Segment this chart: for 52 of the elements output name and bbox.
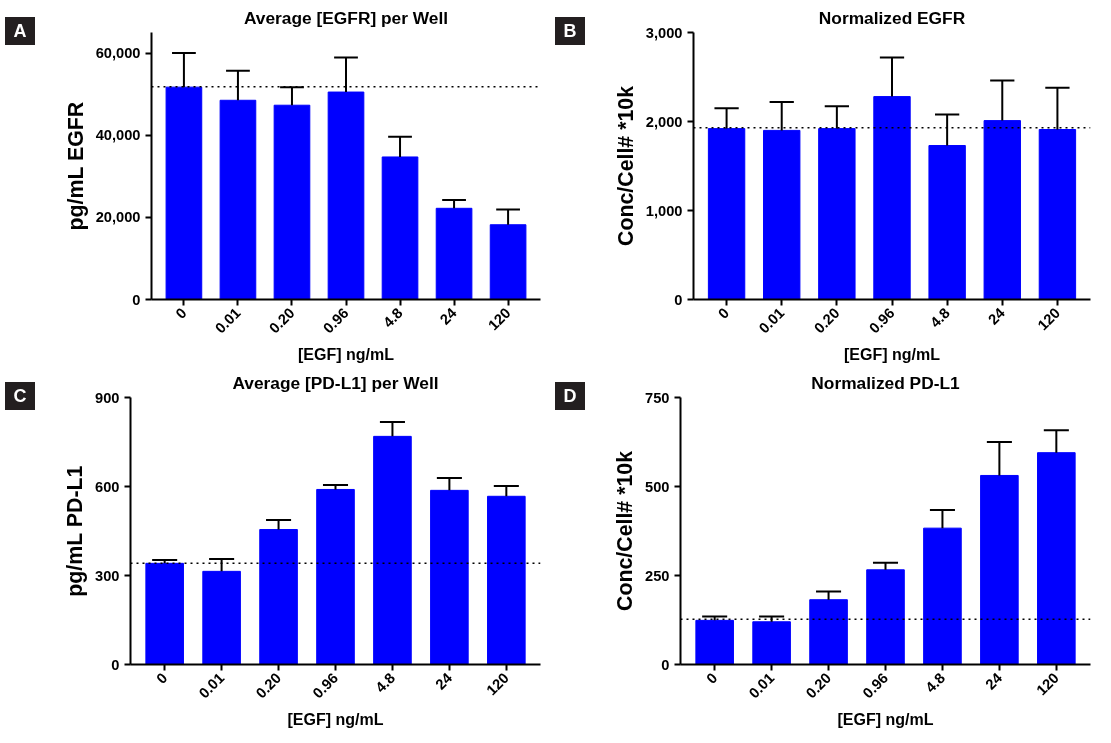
x-tick-label: 24 <box>436 304 461 328</box>
chart-title: Normalized PD-L1 <box>811 372 960 393</box>
x-tick-label: 24 <box>432 669 456 693</box>
y-tick-label: 3,000 <box>645 24 683 41</box>
x-tick-label: 0 <box>172 304 190 322</box>
x-axis-title: [EGF] ng/mL <box>298 345 395 363</box>
x-tick-label: 120 <box>483 669 512 699</box>
x-tick-label: 120 <box>1034 304 1064 334</box>
x-tick-label: 0 <box>715 304 733 322</box>
text: D <box>555 382 585 410</box>
x-tick-label: 120 <box>485 304 514 334</box>
chart-title: Average [PD-L1] per Well <box>232 372 439 393</box>
chart-title: Normalized EGFR <box>818 7 966 28</box>
y-tick-label: 600 <box>95 478 120 495</box>
y-tick-label: 900 <box>95 389 120 406</box>
text: C <box>5 382 35 410</box>
y-tick-label: 2,000 <box>645 113 683 130</box>
y-axis-title: Conc/Cell# *10k <box>613 450 638 612</box>
y-tick-label: 500 <box>645 478 670 495</box>
y-tick-label: 0 <box>661 656 670 673</box>
text: A <box>5 17 35 45</box>
y-tick-label: 20,000 <box>95 209 141 226</box>
x-axis-title: [EGF] ng/mL <box>844 345 941 363</box>
x-tick-label: 0.01 <box>755 304 788 337</box>
x-tick-label: 0.01 <box>195 669 228 702</box>
x-tick-label: 0.01 <box>212 304 244 337</box>
x-tick-label: 0 <box>703 669 721 687</box>
y-tick-label: 750 <box>645 389 670 406</box>
y-tick-label: 300 <box>95 567 120 584</box>
y-tick-label: 0 <box>674 291 683 308</box>
y-tick-label: 40,000 <box>95 127 141 144</box>
text: B <box>555 17 585 45</box>
x-tick-label: 4.8 <box>379 304 406 331</box>
y-tick-label: 60,000 <box>95 45 141 62</box>
y-tick-label: 250 <box>645 567 670 584</box>
x-tick-label: 24 <box>985 304 1009 328</box>
x-axis-title: [EGF] ng/mL <box>287 710 384 728</box>
x-tick-label: 4.8 <box>922 669 949 696</box>
x-axis-title: [EGF] ng/mL <box>837 710 934 728</box>
x-tick-label: 0.01 <box>745 669 778 702</box>
y-axis-title: pg/mL PD-L1 <box>63 465 88 597</box>
x-tick-label: 0 <box>153 669 171 687</box>
chart-title: Average [EGFR] per Well <box>243 7 449 28</box>
x-tick-label: 4.8 <box>927 304 953 331</box>
y-tick-label: 0 <box>111 656 120 673</box>
x-tick-label: 4.8 <box>372 669 399 696</box>
y-axis-title: Conc/Cell# *10k <box>613 85 638 247</box>
y-tick-label: 0 <box>132 291 141 308</box>
x-tick-label: 24 <box>982 669 1006 693</box>
y-tick-label: 1,000 <box>645 202 683 219</box>
x-tick-label: 120 <box>1033 669 1062 699</box>
y-axis-title: pg/mL EGFR <box>63 101 88 231</box>
